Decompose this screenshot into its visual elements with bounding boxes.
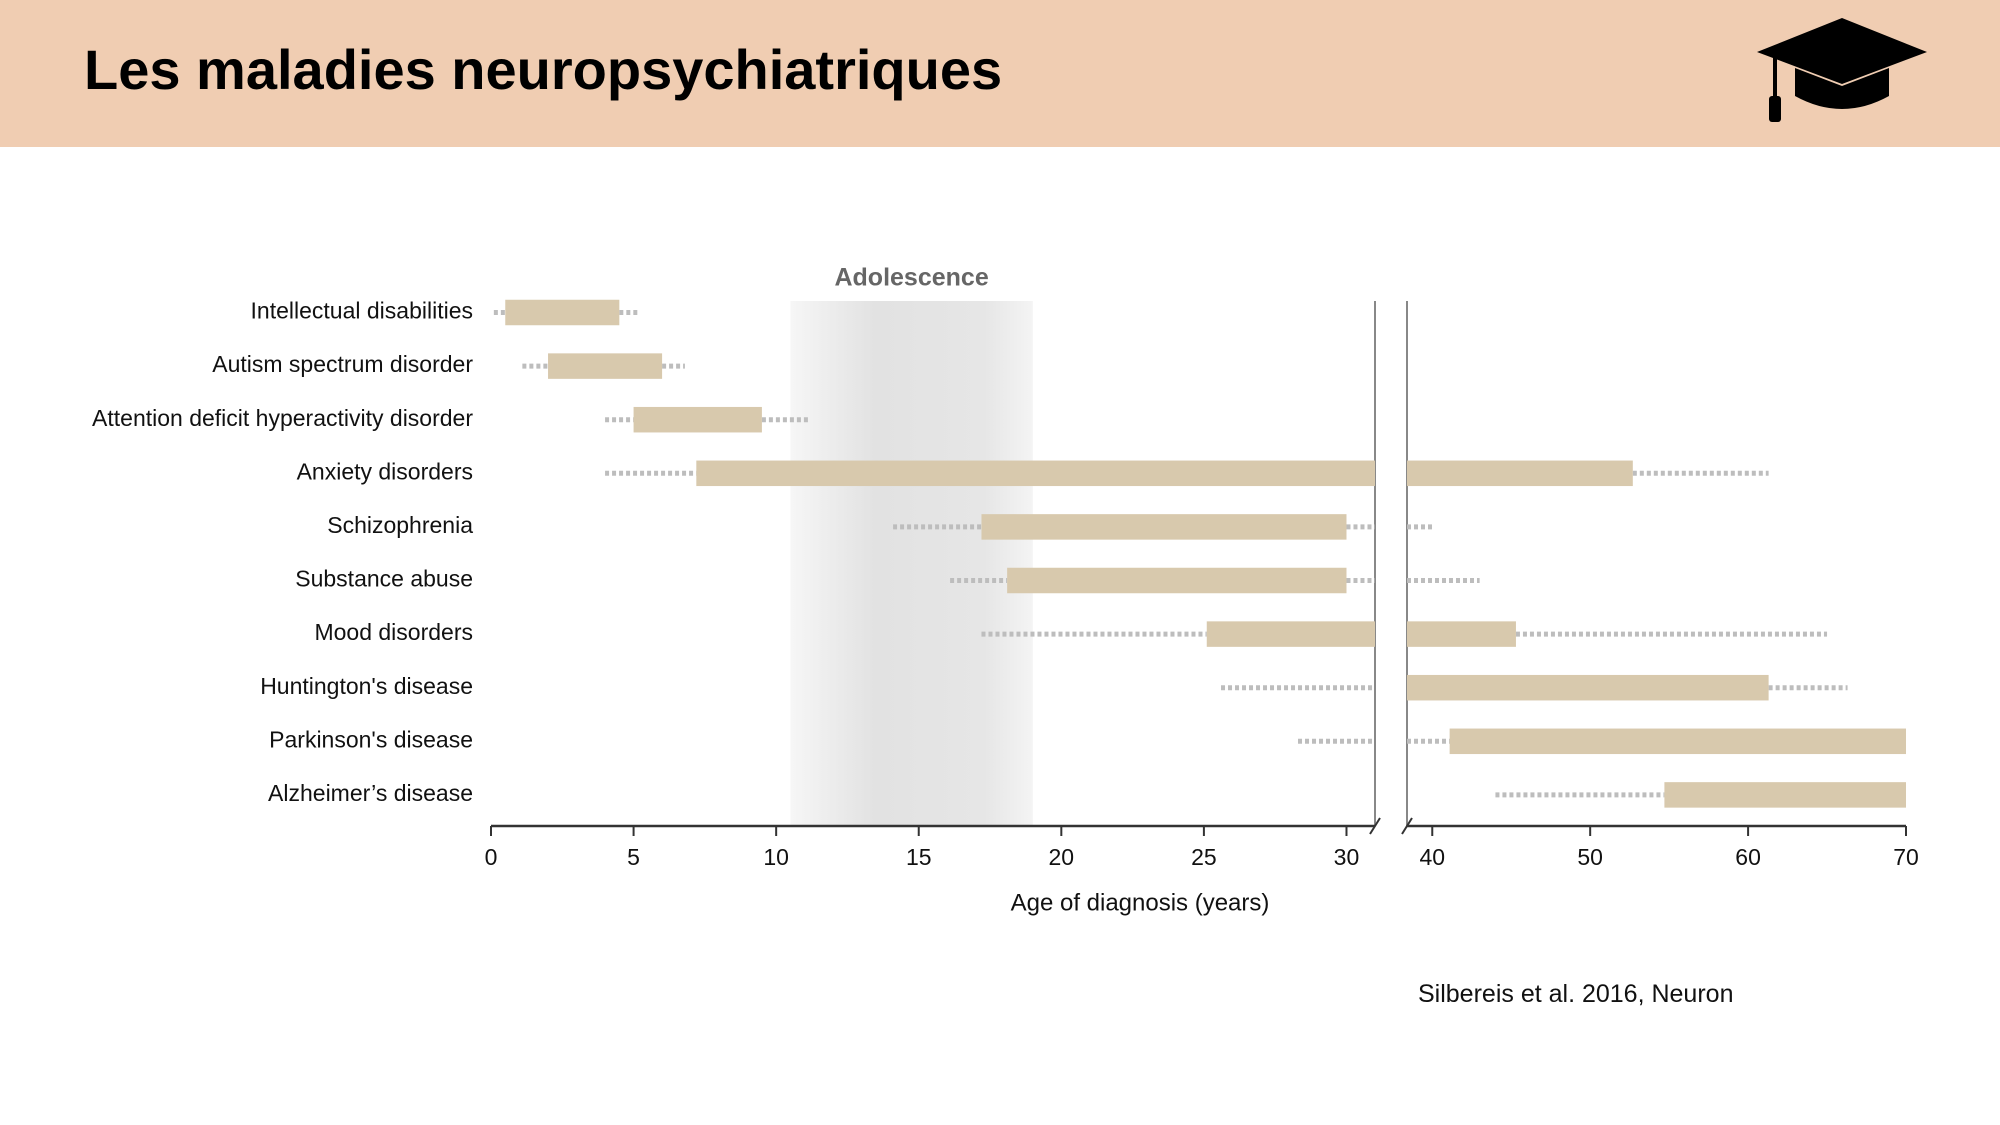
range-bar bbox=[505, 299, 620, 326]
x-tick-label: 5 bbox=[627, 844, 640, 870]
x-tick-label: 70 bbox=[1893, 844, 1919, 870]
range-bar bbox=[1449, 728, 1906, 755]
category-label: Autism spectrum disorder bbox=[212, 351, 473, 377]
category-label: Substance abuse bbox=[295, 566, 473, 592]
slide-title: Les maladies neuropsychiatriques bbox=[84, 38, 1003, 101]
range-bar bbox=[1407, 621, 1516, 647]
range-bar bbox=[981, 514, 1347, 540]
axis-break bbox=[1369, 817, 1381, 835]
range-bar bbox=[548, 353, 663, 379]
category-label: Alzheimer’s disease bbox=[268, 780, 473, 806]
category-label: Attention deficit hyperactivity disorder bbox=[92, 405, 473, 431]
x-tick-label: 25 bbox=[1191, 844, 1217, 870]
range-bar bbox=[1007, 567, 1347, 594]
x-tick-label: 15 bbox=[906, 844, 932, 870]
category-label: Huntington's disease bbox=[260, 673, 473, 699]
category-label: Intellectual disabilities bbox=[251, 298, 473, 324]
range-bar bbox=[633, 406, 762, 433]
x-tick-label: 40 bbox=[1419, 844, 1445, 870]
category-label: Schizophrenia bbox=[327, 512, 473, 538]
range-bar bbox=[1664, 782, 1906, 808]
x-axis-label: Age of diagnosis (years) bbox=[1011, 889, 1270, 916]
x-tick-label: 10 bbox=[763, 844, 789, 870]
header-band bbox=[0, 0, 2000, 147]
graduation-cap-icon bbox=[1757, 18, 1927, 122]
category-label: Parkinson's disease bbox=[269, 726, 473, 752]
x-tick-label: 50 bbox=[1577, 844, 1603, 870]
x-tick-label: 60 bbox=[1735, 844, 1761, 870]
axis-break bbox=[1401, 817, 1413, 835]
adolescence-label: Adolescence bbox=[834, 264, 988, 292]
x-tick-label: 20 bbox=[1049, 844, 1075, 870]
citation: Silbereis et al. 2016, Neuron bbox=[1418, 980, 1734, 1008]
adolescence-band bbox=[790, 301, 1033, 826]
x-tick-label: 0 bbox=[485, 844, 498, 870]
range-bar bbox=[1407, 460, 1633, 487]
x-tick-label: 30 bbox=[1334, 844, 1360, 870]
range-bar bbox=[1407, 674, 1769, 701]
range-bar bbox=[696, 460, 1375, 487]
category-label: Anxiety disorders bbox=[297, 458, 473, 484]
range-bar bbox=[1206, 621, 1375, 647]
category-label: Mood disorders bbox=[314, 619, 473, 645]
